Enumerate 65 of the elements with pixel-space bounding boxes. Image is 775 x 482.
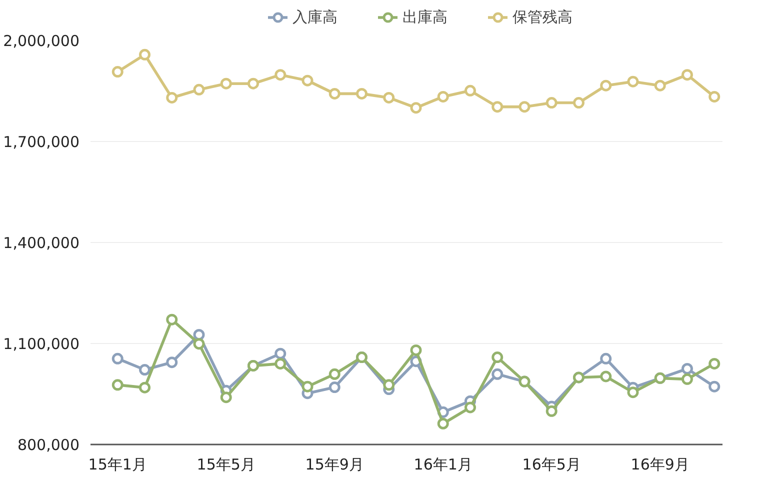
point [492,101,504,113]
point [572,97,584,109]
point [600,80,612,92]
y-tick-label: 1,100,000 [3,335,80,353]
point [518,101,530,113]
point [464,84,476,96]
point [492,368,504,380]
point [328,368,340,380]
point [193,84,205,96]
point [627,386,639,398]
legend-label: 出庫高 [402,8,448,26]
point [681,363,693,374]
point [654,80,666,92]
point [112,66,124,78]
point [410,344,422,356]
point [193,329,205,340]
y-tick-label: 1,700,000 [3,133,80,151]
y-tick-label: 1,400,000 [3,234,80,252]
point [464,402,476,414]
point [220,392,232,404]
point [274,69,286,81]
point [328,382,340,394]
point [437,418,449,430]
point [139,48,150,60]
point [166,356,178,368]
point [112,379,124,391]
point [274,348,286,360]
point [383,92,395,104]
point [681,373,693,385]
point [546,405,558,417]
y-tick-label: 800,000 [17,436,80,454]
point [437,90,449,102]
point [356,88,368,100]
point [383,379,395,391]
point [302,380,314,392]
point [708,90,720,102]
point [220,78,232,90]
point [708,358,720,370]
point [600,352,612,364]
y-tick-label: 2,000,000 [3,32,80,50]
point [193,338,205,350]
x-tick-label: 15年9月 [305,456,364,474]
x-tick-label: 16年5月 [522,456,581,474]
point [274,358,286,370]
point [139,382,150,394]
point [708,380,720,392]
point [139,364,150,376]
point [681,69,693,81]
point [627,76,639,88]
point [328,88,340,100]
x-tick-label: 15年1月 [88,456,147,474]
point [492,352,504,364]
point [600,370,612,382]
x-tick-label: 16年1月 [414,456,472,474]
point [247,78,259,90]
x-tick-label: 16年9月 [630,456,690,474]
point [546,97,558,109]
point [410,102,422,114]
point [166,314,178,326]
legend-label: 入庫高 [292,8,338,26]
point [112,352,124,364]
legend-label: 保管残高 [512,8,572,26]
x-tick-label: 15年5月 [196,456,256,474]
point [302,74,314,86]
point [166,92,178,104]
